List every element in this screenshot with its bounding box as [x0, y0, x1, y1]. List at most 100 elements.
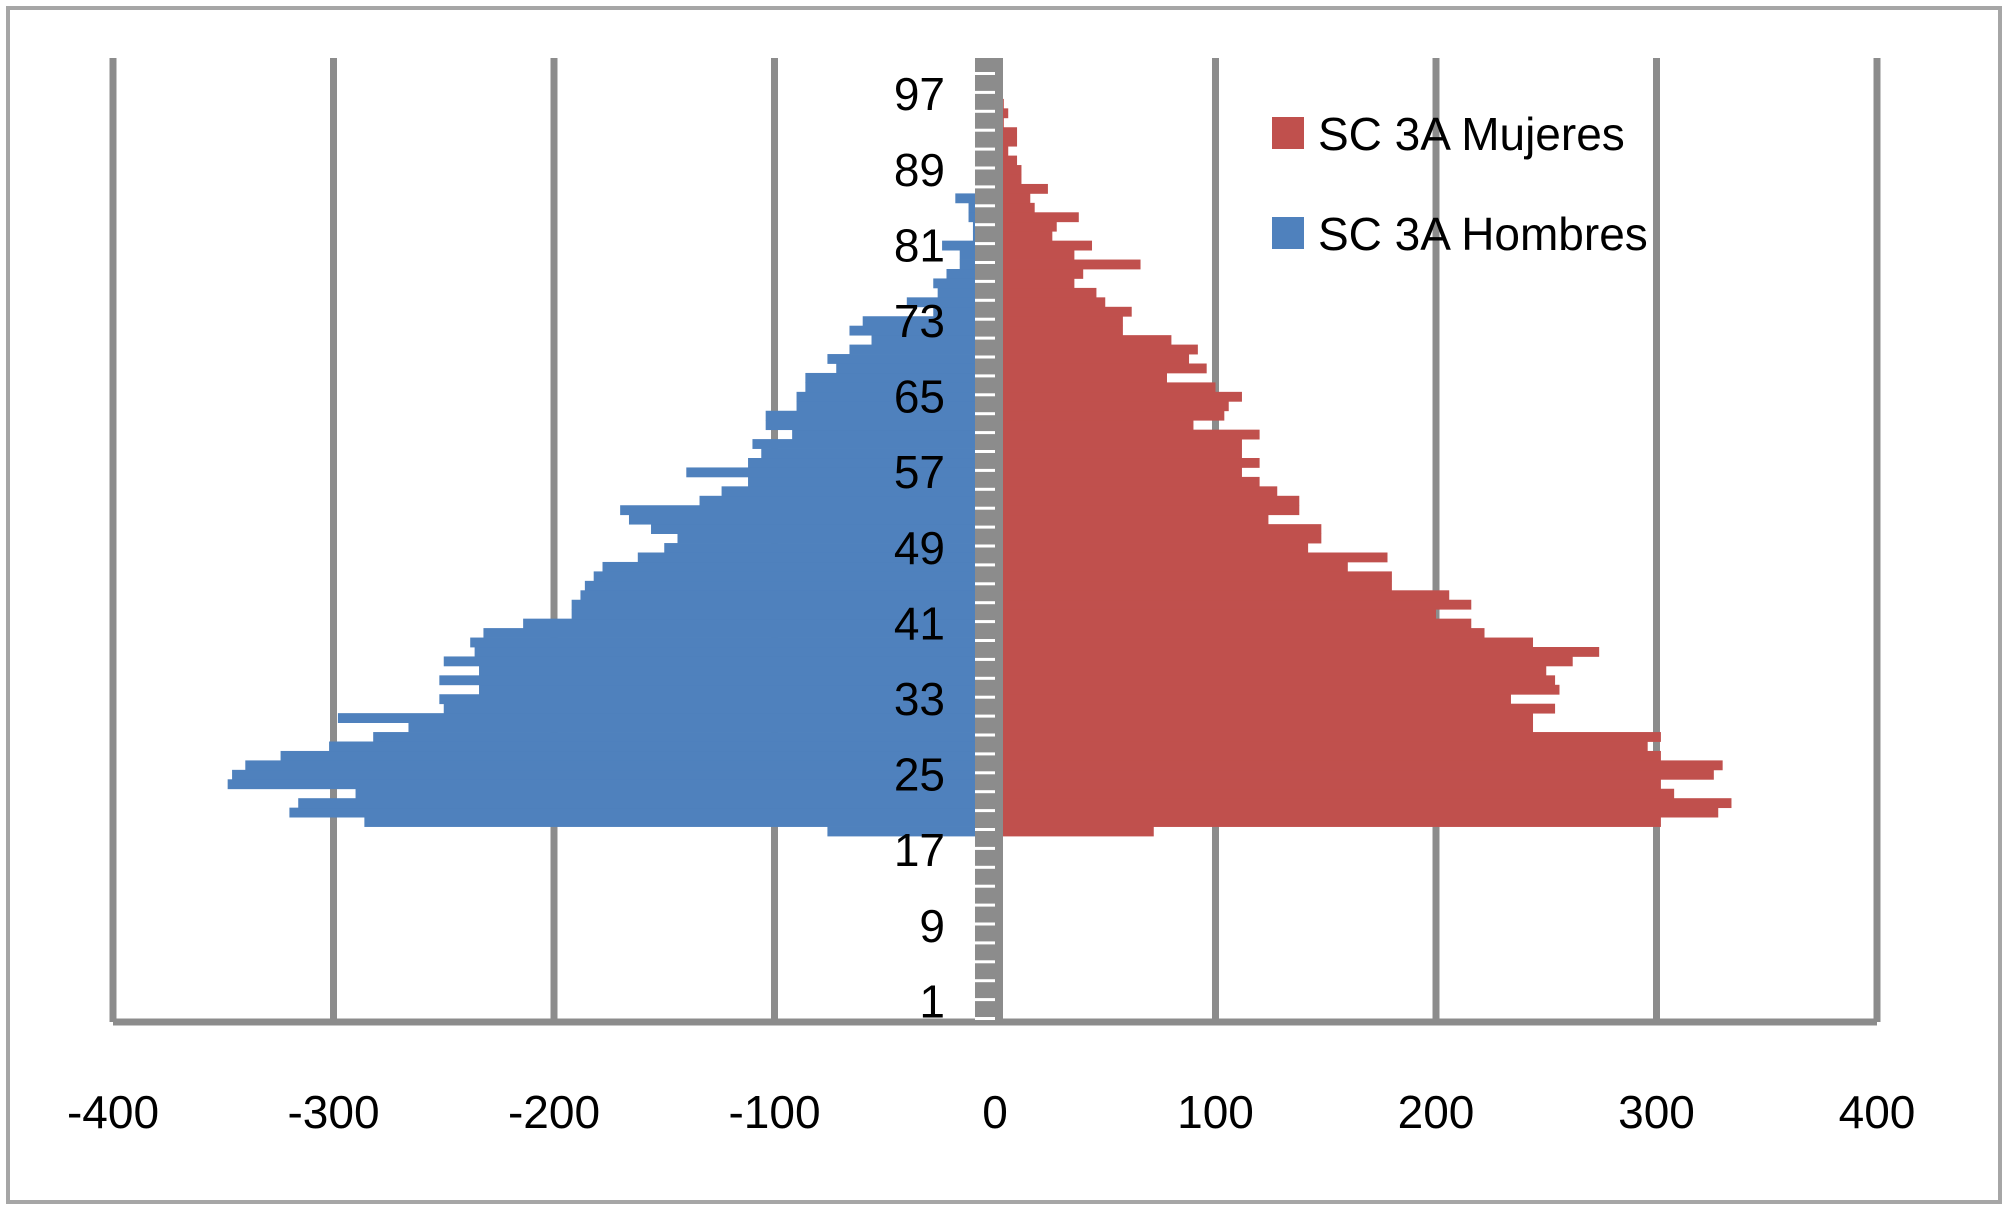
- bar-mujeres-age-57: [995, 467, 1242, 478]
- value-tick-label--100: -100: [728, 1086, 820, 1138]
- age-axis-notch: [975, 884, 995, 888]
- bar-mujeres-age-76: [995, 287, 1097, 298]
- age-axis-notch: [975, 998, 995, 1002]
- bar-mujeres-age-28: [995, 741, 1648, 752]
- bar-mujeres-age-45: [995, 580, 1392, 591]
- bar-hombres-age-40: [483, 628, 995, 638]
- bar-hombres-age-57: [686, 467, 995, 478]
- bar-mujeres-age-47: [995, 561, 1348, 572]
- bar-hombres-age-37: [443, 656, 995, 667]
- bar-mujeres-age-75: [995, 297, 1106, 308]
- bar-mujeres-age-34: [995, 684, 1560, 695]
- bar-mujeres-age-70: [995, 344, 1198, 355]
- bar-hombres-age-27: [280, 750, 996, 761]
- bar-mujeres-age-53: [995, 505, 1300, 516]
- age-axis-notch: [975, 90, 995, 94]
- bar-hombres-age-60: [752, 439, 995, 449]
- bar-mujeres-age-42: [995, 609, 1436, 620]
- age-axis-notch: [975, 204, 995, 208]
- age-tick-label-73: 73: [894, 295, 945, 347]
- bar-mujeres-age-63: [995, 410, 1225, 421]
- value-tick-label--200: -200: [508, 1086, 600, 1138]
- bar-mujeres-age-67: [995, 372, 1167, 383]
- bar-mujeres-age-58: [995, 458, 1260, 468]
- bar-hombres-age-74: [933, 306, 995, 317]
- bar-hombres-age-22: [298, 798, 996, 809]
- bar-hombres-age-48: [637, 552, 995, 563]
- age-axis-notch: [975, 979, 995, 983]
- bar-mujeres-age-43: [995, 599, 1472, 610]
- bar-mujeres-age-40: [995, 628, 1485, 638]
- bar-hombres-age-56: [748, 476, 995, 487]
- bar-mujeres-age-86: [995, 193, 1031, 204]
- bar-mujeres-age-21: [995, 807, 1719, 818]
- age-tick-label-57: 57: [894, 446, 945, 498]
- bar-hombres-age-59: [761, 448, 995, 459]
- series-hombres-bars: [227, 70, 996, 837]
- bar-mujeres-age-36: [995, 665, 1547, 676]
- value-tick-label-0: 0: [982, 1086, 1008, 1138]
- bar-hombres-age-53: [620, 505, 995, 516]
- bar-mujeres-age-90: [995, 155, 1018, 166]
- legend-swatch-mujeres: [1272, 117, 1304, 149]
- bar-mujeres-age-84: [995, 212, 1079, 223]
- bar-mujeres-age-55: [995, 486, 1278, 497]
- age-axis-notch: [975, 828, 995, 831]
- bar-mujeres-age-35: [995, 675, 1556, 686]
- age-axis-notch: [975, 960, 995, 964]
- value-tick-label-200: 200: [1398, 1086, 1475, 1138]
- bar-mujeres-age-39: [995, 637, 1534, 648]
- bar-mujeres-age-89: [995, 165, 1022, 175]
- bar-mujeres-age-52: [995, 514, 1269, 525]
- age-tick-label-89: 89: [894, 144, 945, 196]
- bar-mujeres-age-64: [995, 401, 1229, 412]
- age-axis-notch: [975, 317, 995, 321]
- bar-mujeres-age-38: [995, 647, 1600, 657]
- bar-mujeres-age-44: [995, 590, 1450, 601]
- bar-hombres-age-69: [827, 354, 995, 364]
- legend-label-hombres: SC 3A Hombres: [1318, 208, 1648, 260]
- bar-mujeres-age-87: [995, 183, 1048, 194]
- value-tick-label-100: 100: [1177, 1086, 1254, 1138]
- age-axis-notch: [975, 563, 995, 567]
- age-axis-notch: [975, 242, 995, 246]
- bar-mujeres-age-69: [995, 354, 1190, 364]
- bar-mujeres-age-41: [995, 618, 1472, 629]
- bar-hombres-age-26: [245, 760, 996, 771]
- age-axis-notch: [975, 601, 995, 605]
- age-tick-labels: 1 9 17 25 33 41 49 57 65 73 81 89 97: [894, 68, 945, 1027]
- age-axis-notch: [975, 865, 995, 869]
- bar-mujeres-age-68: [995, 363, 1207, 374]
- age-axis-notch: [975, 506, 995, 510]
- bar-hombres-age-29: [373, 732, 995, 742]
- age-axis-band: [975, 58, 1003, 1022]
- bar-mujeres-age-60: [995, 439, 1242, 449]
- bar-hombres-age-61: [792, 429, 995, 440]
- age-axis-notch: [975, 639, 995, 642]
- bar-hombres-age-36: [479, 665, 995, 676]
- bar-mujeres-age-65: [995, 391, 1242, 402]
- age-tick-label-97: 97: [894, 68, 945, 120]
- bar-hombres-age-76: [937, 287, 995, 298]
- age-tick-label-81: 81: [894, 219, 945, 271]
- bar-hombres-age-68: [836, 363, 995, 374]
- legend: SC 3A Mujeres SC 3A Hombres: [1272, 108, 1648, 260]
- bar-hombres-age-35: [439, 675, 996, 686]
- bar-hombres-age-81: [942, 240, 995, 251]
- bar-hombres-age-24: [227, 779, 995, 790]
- age-axis-notch: [975, 355, 995, 359]
- bar-hombres-age-41: [523, 618, 995, 629]
- age-tick-label-49: 49: [894, 522, 945, 574]
- bar-mujeres-age-73: [995, 316, 1123, 327]
- bar-hombres-age-44: [580, 590, 995, 601]
- bar-hombres-age-23: [355, 788, 995, 799]
- bar-mujeres-age-49: [995, 543, 1309, 553]
- bar-mujeres-age-33: [995, 694, 1511, 705]
- age-axis-notch: [975, 109, 995, 113]
- bar-hombres-age-45: [584, 580, 995, 591]
- age-axis-notch: [975, 336, 995, 340]
- age-axis-notch: [975, 166, 995, 170]
- bar-hombres-age-63: [765, 410, 995, 421]
- age-axis-notch: [975, 733, 995, 737]
